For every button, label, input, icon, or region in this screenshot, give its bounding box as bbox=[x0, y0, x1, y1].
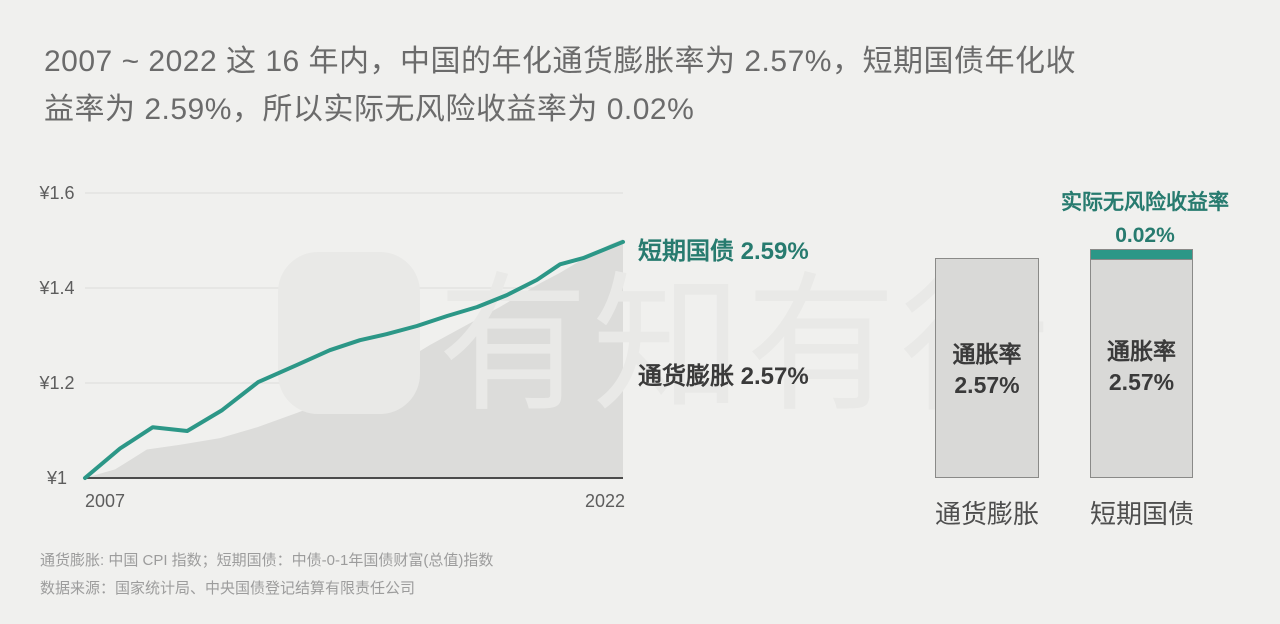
title-line-1: 2007 ~ 2022 这 16 年内，中国的年化通货膨胀率为 2.57%，短期… bbox=[44, 45, 1076, 78]
inflation-series-label: 通货膨胀 2.57% bbox=[638, 363, 809, 390]
treasury-bar-segment-name: 通胀率 bbox=[1107, 338, 1176, 364]
inflation-bar-segment-value: 2.57% bbox=[954, 372, 1020, 398]
bar-category-treasury: 短期国债 bbox=[1089, 499, 1194, 529]
inflation-bar-segment-name: 通胀率 bbox=[952, 341, 1022, 367]
index-definitions: 通货膨胀: 中国 CPI 指数；短期国债：中债-0-1年国债财富(总值)指数 bbox=[40, 552, 494, 569]
source-footnote: 通货膨胀: 中国 CPI 指数；短期国债：中债-0-1年国债财富(总值)指数 数… bbox=[40, 547, 493, 603]
x-axis-tick-2022: 2022 bbox=[584, 491, 626, 511]
real-riskfree-segment bbox=[1091, 250, 1192, 260]
inflation-bar-label: 通胀率 2.57% bbox=[936, 259, 1038, 401]
data-source: 数据来源：国家统计局、中央国债登记结算有限责任公司 bbox=[40, 580, 416, 597]
inflation-bar: 通胀率 2.57% bbox=[935, 258, 1039, 478]
treasury-series-label: 短期国债 2.59% bbox=[638, 238, 809, 265]
x-axis-tick-2007: 2007 bbox=[85, 491, 126, 511]
y-axis-tick-1: ¥1 bbox=[46, 468, 68, 488]
real-riskfree-annotation: 实际无风险收益率 0.02% bbox=[1036, 186, 1254, 252]
treasury-bar-label: 通胀率 2.57% bbox=[1091, 260, 1192, 398]
treasury-bar-inflation-segment: 通胀率 2.57% bbox=[1091, 260, 1192, 477]
y-axis-tick-1-4: ¥1.4 bbox=[39, 278, 75, 298]
y-axis-tick-1-2: ¥1.2 bbox=[39, 373, 75, 393]
real-riskfree-annotation-label: 实际无风险收益率 bbox=[1061, 191, 1229, 214]
title-line-2: 益率为 2.59%，所以实际无风险收益率为 0.02% bbox=[44, 93, 695, 126]
bar-category-inflation: 通货膨胀 bbox=[934, 499, 1039, 529]
page-title: 2007 ~ 2022 这 16 年内，中国的年化通货膨胀率为 2.57%，短期… bbox=[44, 38, 1249, 134]
treasury-bar: 通胀率 2.57% bbox=[1090, 249, 1193, 478]
inflation-area-layer bbox=[85, 192, 623, 479]
treasury-bar-segment-value: 2.57% bbox=[1108, 369, 1175, 395]
y-axis-tick-1-6: ¥1.6 bbox=[39, 183, 75, 203]
real-riskfree-annotation-value: 0.02% bbox=[1115, 224, 1175, 247]
